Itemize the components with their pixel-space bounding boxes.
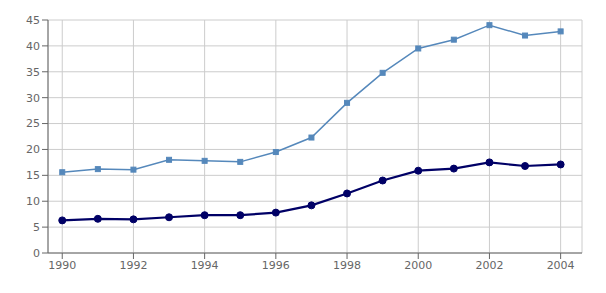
svg-text:15: 15 [26, 169, 40, 182]
svg-text:2002: 2002 [475, 259, 503, 272]
svg-text:35: 35 [26, 66, 40, 79]
svg-text:25: 25 [26, 117, 40, 130]
svg-text:1990: 1990 [48, 259, 76, 272]
svg-text:20: 20 [26, 143, 40, 156]
svg-text:2000: 2000 [404, 259, 432, 272]
svg-text:1996: 1996 [262, 259, 290, 272]
svg-text:0: 0 [33, 247, 40, 260]
svg-text:1992: 1992 [119, 259, 147, 272]
svg-text:5: 5 [33, 221, 40, 234]
svg-text:45: 45 [26, 14, 40, 27]
svg-text:30: 30 [26, 92, 40, 105]
svg-text:1994: 1994 [191, 259, 219, 272]
svg-text:1998: 1998 [333, 259, 361, 272]
svg-text:2004: 2004 [547, 259, 575, 272]
svg-text:10: 10 [26, 195, 40, 208]
svg-text:40: 40 [26, 40, 40, 53]
